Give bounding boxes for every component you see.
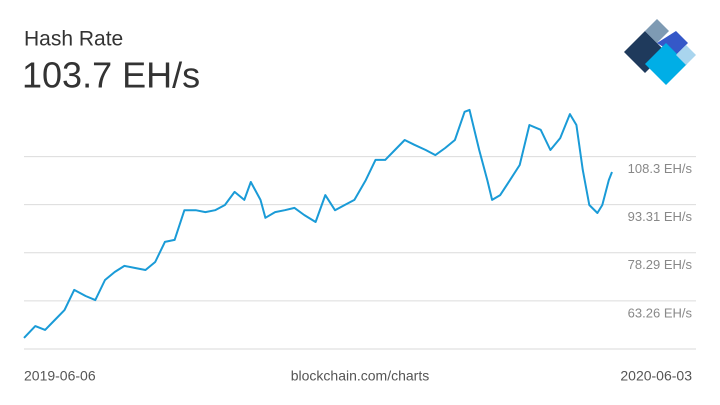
- current-value: 103.7 EH/s: [22, 55, 200, 96]
- logo: [624, 19, 696, 85]
- x-end-label: 2020-06-03: [620, 368, 692, 384]
- data-line: [23, 108, 613, 339]
- y-tick-label: 93.31 EH/s: [628, 209, 693, 224]
- y-tick-label: 78.29 EH/s: [628, 257, 693, 272]
- source: blockchain.com/charts: [291, 368, 430, 384]
- y-tick-label: 63.26 EH/s: [628, 305, 693, 320]
- x-start-label: 2019-06-06: [24, 368, 96, 384]
- chart-title: Hash Rate: [24, 28, 123, 51]
- y-tick-label: 108.3 EH/s: [628, 161, 693, 176]
